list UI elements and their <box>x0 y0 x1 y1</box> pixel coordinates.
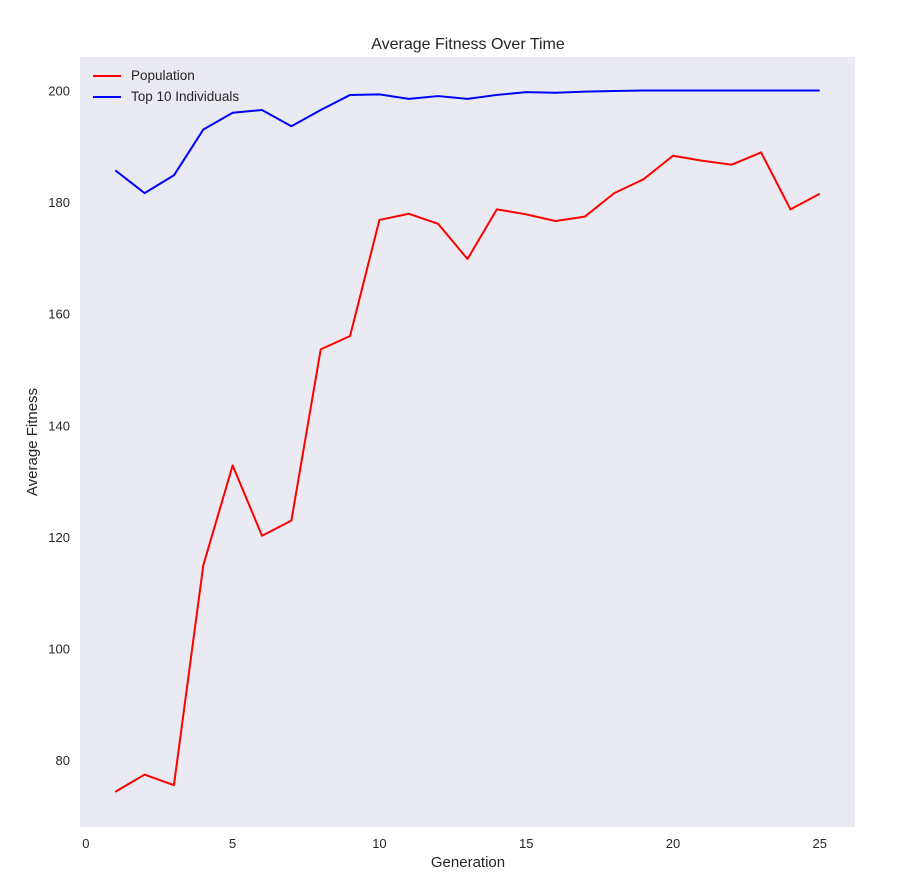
x-tick-label: 10 <box>372 836 386 851</box>
x-tick-label: 5 <box>229 836 236 851</box>
legend: Population Top 10 Individuals <box>93 68 239 104</box>
x-tick-label: 15 <box>519 836 533 851</box>
x-tick-label: 25 <box>813 836 827 851</box>
chart-title: Average Fitness Over Time <box>371 36 565 53</box>
x-axis-label: Generation <box>431 854 505 871</box>
series-line-top-10-individuals <box>114 89 820 195</box>
y-axis-label: Average Fitness <box>24 388 41 496</box>
series-line-population <box>114 151 821 793</box>
plot-area <box>80 57 855 827</box>
series-layer <box>114 89 821 793</box>
y-tick-label: 80 <box>56 753 70 768</box>
y-tick-label: 180 <box>48 195 70 210</box>
x-tick-label: 0 <box>82 836 89 851</box>
legend-label-top-10: Top 10 Individuals <box>131 89 239 104</box>
y-tick-label: 140 <box>48 418 70 433</box>
y-axis-ticks: 80 100 120 140 160 180 200 <box>48 83 70 768</box>
y-tick-label: 200 <box>48 83 70 98</box>
y-tick-label: 100 <box>48 641 70 656</box>
y-tick-label: 160 <box>48 307 70 322</box>
x-tick-label: 20 <box>666 836 680 851</box>
y-tick-label: 120 <box>48 530 70 545</box>
legend-label-population: Population <box>131 68 195 83</box>
x-axis-ticks: 0 5 10 15 20 25 <box>82 836 827 851</box>
